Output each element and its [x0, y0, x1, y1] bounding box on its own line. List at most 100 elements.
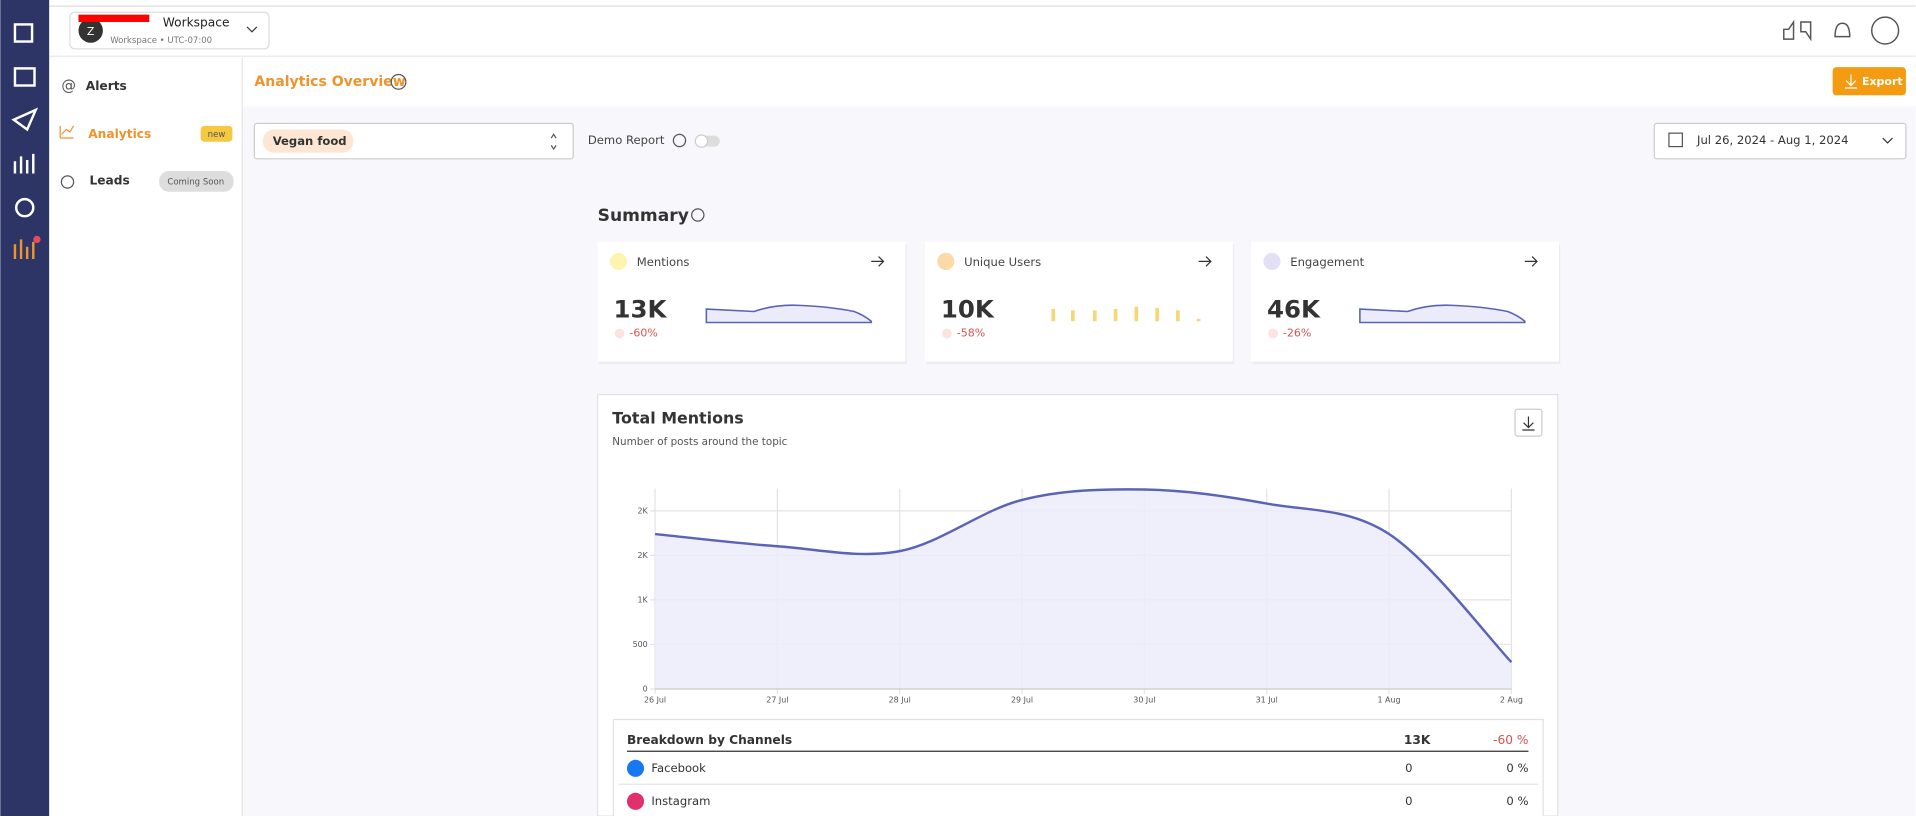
- badge-text: Coming Soon: [167, 178, 224, 188]
- card: [597, 241, 906, 362]
- chevron: [1882, 137, 1893, 144]
- down-icon: [614, 328, 625, 339]
- nav-icon[interactable]: [13, 239, 35, 259]
- sparkline: [1359, 304, 1526, 324]
- avatar: [78, 18, 103, 43]
- badge: [200, 125, 233, 142]
- summary-title: Summary: [598, 206, 689, 226]
- chart-title: Total Mentions: [612, 408, 743, 427]
- channel-icon: [626, 759, 645, 777]
- card-value: 10K: [941, 294, 995, 323]
- card: [925, 241, 1233, 362]
- x-tick-label: 1 Aug: [1377, 695, 1400, 704]
- card-label: Unique Users: [964, 255, 1041, 269]
- channel-change: 0 %: [1506, 761, 1528, 775]
- x-tick-label: 27 Jul: [766, 695, 788, 704]
- channel-value: 0: [1405, 794, 1412, 808]
- topic: Vegan food: [273, 134, 347, 148]
- nav-item[interactable]: Alerts: [86, 79, 127, 93]
- nav-item[interactable]: Analytics: [88, 127, 151, 141]
- sparkbars: [1051, 306, 1201, 322]
- nav-rail: [0, 0, 50, 816]
- nav-icons: [11, 23, 39, 259]
- demo-label: Demo Report: [588, 133, 665, 147]
- breakdown-title: Breakdown by Channels: [627, 733, 792, 747]
- arrow-icon: [871, 256, 885, 267]
- workspace-name: Workspace: [163, 16, 230, 30]
- channel-name: Instagram: [651, 794, 710, 808]
- down-icon: [1268, 328, 1279, 339]
- area: [655, 489, 1512, 689]
- channel-value: 0: [1405, 761, 1412, 775]
- top-icons: [1783, 16, 1900, 45]
- line: [654, 488, 1513, 664]
- calendar-icon: [1668, 132, 1683, 148]
- breakdown-total: 13K: [1404, 733, 1431, 747]
- nav-dot: [33, 235, 41, 244]
- x-tick-label: 29 Jul: [1011, 695, 1033, 704]
- nav-item[interactable]: Leads: [89, 173, 129, 187]
- chevron: [246, 26, 258, 33]
- y-tick-label: 2K: [637, 506, 648, 515]
- card-value: 46K: [1267, 294, 1321, 323]
- y-tick-label: 2K: [637, 551, 648, 560]
- y-tick-label: 0: [643, 684, 648, 693]
- select-arrows: [550, 133, 557, 151]
- y-tick-label: 500: [633, 640, 648, 649]
- workspace-subtitle: Workspace • UTC-07:00: [110, 36, 212, 46]
- icon: @: [61, 78, 76, 95]
- card-icon: [1263, 252, 1281, 270]
- sidebar: @ Alerts Analytics new Leads Coming Soon: [59, 78, 234, 192]
- toggle-knob: [694, 134, 709, 148]
- feedback-icon[interactable]: [1783, 19, 1812, 42]
- summary-cards: Mentions 13K -60% Unique Users 10K -58% Engage…: [597, 241, 1561, 365]
- card: [1251, 241, 1560, 362]
- nav-icon[interactable]: [13, 67, 36, 87]
- date-picker[interactable]: [1653, 122, 1907, 160]
- topic-chip: [262, 129, 354, 153]
- help-icon[interactable]: [390, 73, 407, 90]
- page-title: Analytics Overview: [254, 74, 405, 90]
- x-tick-label: 26 Jul: [644, 695, 666, 704]
- badge-text: new: [208, 130, 226, 140]
- channel-icon: [626, 792, 645, 810]
- nav-icon[interactable]: [11, 107, 39, 132]
- sparkline: [705, 304, 873, 324]
- avatar-initial: Z: [87, 25, 95, 38]
- download-icon: [1522, 416, 1535, 431]
- header-bar: [242, 57, 1916, 107]
- profile-icon[interactable]: [1870, 16, 1900, 45]
- nav-icon[interactable]: [14, 197, 35, 218]
- x-tick-label: 28 Jul: [889, 695, 911, 704]
- card-change: -58%: [957, 326, 985, 339]
- down-icon: [942, 328, 952, 339]
- card-label: Mentions: [637, 255, 690, 269]
- info-icon: [672, 133, 687, 148]
- arrow-icon: [1524, 256, 1538, 267]
- plot: 0 500 1K 2K 2K 26 Jul 27 Jul 28 Jul 29 Jul 30 Jul…: [633, 488, 1523, 704]
- info-icon: [691, 208, 705, 222]
- breakdown-change: -60 %: [1493, 733, 1528, 747]
- x-tick-label: 2 Aug: [1500, 695, 1523, 704]
- nav-icon[interactable]: [13, 23, 34, 43]
- channel-name: Facebook: [651, 761, 706, 775]
- x-tick-label: 31 Jul: [1256, 695, 1278, 704]
- breakdown-box: [612, 718, 1544, 820]
- badge: [159, 171, 234, 192]
- card-value: 13K: [614, 294, 668, 323]
- card-icon: [937, 252, 955, 270]
- nav-icon[interactable]: [13, 153, 35, 174]
- arrow-icon: [1198, 256, 1212, 267]
- card-icon: [609, 252, 627, 270]
- date-range: Jul 26, 2024 - Aug 1, 2024: [1696, 133, 1848, 147]
- download-icon: [1844, 74, 1858, 89]
- icon: [59, 125, 75, 139]
- card-change: -26%: [1283, 326, 1311, 339]
- x-tick-label: 30 Jul: [1133, 695, 1155, 704]
- channel-change: 0 %: [1506, 794, 1528, 808]
- bell-icon[interactable]: [1834, 22, 1851, 38]
- export-label: Export: [1862, 75, 1903, 88]
- chart-subtitle: Number of posts around the topic: [612, 436, 787, 448]
